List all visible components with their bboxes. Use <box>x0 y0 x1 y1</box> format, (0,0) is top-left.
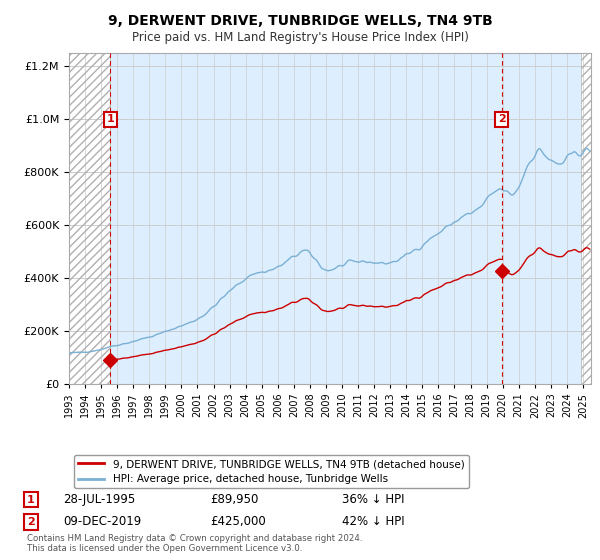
Text: £425,000: £425,000 <box>210 515 266 529</box>
Text: 2: 2 <box>27 517 35 527</box>
Bar <box>581 53 591 384</box>
Text: 2: 2 <box>498 114 506 124</box>
Text: 42% ↓ HPI: 42% ↓ HPI <box>342 515 404 529</box>
Text: £89,950: £89,950 <box>210 493 259 506</box>
Bar <box>69 53 110 384</box>
Text: Price paid vs. HM Land Registry's House Price Index (HPI): Price paid vs. HM Land Registry's House … <box>131 31 469 44</box>
Text: 1: 1 <box>106 114 114 124</box>
Text: 09-DEC-2019: 09-DEC-2019 <box>63 515 141 529</box>
Text: 36% ↓ HPI: 36% ↓ HPI <box>342 493 404 506</box>
Bar <box>581 53 591 384</box>
Text: 1: 1 <box>27 494 35 505</box>
Text: 9, DERWENT DRIVE, TUNBRIDGE WELLS, TN4 9TB: 9, DERWENT DRIVE, TUNBRIDGE WELLS, TN4 9… <box>107 14 493 28</box>
Text: Contains HM Land Registry data © Crown copyright and database right 2024.
This d: Contains HM Land Registry data © Crown c… <box>27 534 362 553</box>
Legend: 9, DERWENT DRIVE, TUNBRIDGE WELLS, TN4 9TB (detached house), HPI: Average price,: 9, DERWENT DRIVE, TUNBRIDGE WELLS, TN4 9… <box>74 455 469 488</box>
Bar <box>69 53 110 384</box>
Text: 28-JUL-1995: 28-JUL-1995 <box>63 493 135 506</box>
